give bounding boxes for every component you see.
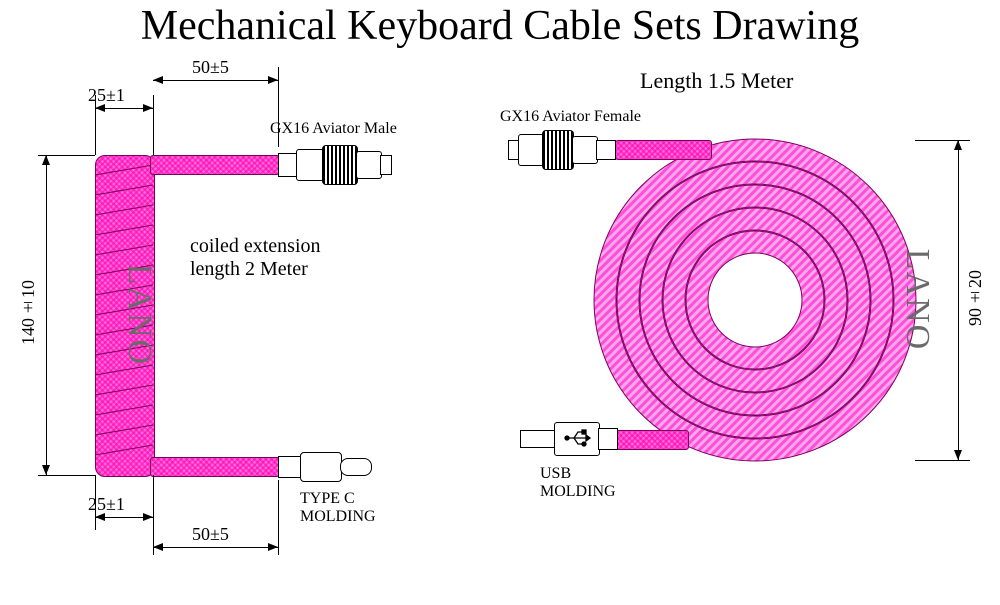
- dim-bottom-outer-label: 50±5: [192, 524, 229, 545]
- arrow-icon: [268, 543, 278, 551]
- ext-line: [38, 475, 95, 476]
- right-bottom-cable: [615, 430, 689, 450]
- arrow-icon: [268, 76, 278, 84]
- dim-height-label: 140±10: [18, 280, 39, 345]
- gx16-male-connector: [278, 145, 398, 183]
- gx16-male-label: GX16 Aviator Male: [270, 120, 397, 138]
- coil-ridges: LANO: [95, 155, 153, 475]
- arrow-icon: [143, 104, 153, 112]
- arrow-icon: [954, 450, 962, 460]
- arrow-icon: [954, 140, 962, 150]
- dim-top-inner-label: 25±1: [88, 85, 125, 106]
- coiled-extension-note: coiled extension length 2 Meter: [190, 235, 321, 281]
- typec-label: TYPE C MOLDING: [300, 490, 376, 526]
- usb-label: USB MOLDING: [540, 465, 616, 501]
- dim-bottom-inner-label: 25±1: [88, 494, 125, 515]
- svg-text:LANO: LANO: [899, 249, 936, 351]
- arrow-icon: [153, 76, 163, 84]
- arrow-icon: [42, 155, 50, 165]
- length-label: Length 1.5 Meter: [640, 68, 793, 94]
- ext-line: [278, 480, 279, 555]
- gx16-female-label: GX16 Aviator Female: [500, 108, 641, 126]
- page-title: Mechanical Keyboard Cable Sets Drawing: [0, 2, 1000, 50]
- bottom-cable: [150, 457, 280, 477]
- top-cable: [150, 155, 280, 175]
- typec-connector: [278, 452, 376, 480]
- gx16-female-connector: [508, 130, 616, 168]
- dim-height: [46, 155, 47, 475]
- dim-coil-diameter-label: 90±20: [965, 270, 986, 326]
- arrow-icon: [42, 465, 50, 475]
- ext-line: [278, 67, 279, 147]
- arrow-icon: [143, 513, 153, 521]
- ext-line: [153, 95, 154, 155]
- dim-top-outer: [153, 80, 278, 81]
- spiral-cable: LANO: [555, 100, 975, 520]
- dim-bottom-outer: [153, 547, 278, 548]
- right-top-cable: [615, 140, 712, 160]
- ext-line: [915, 460, 970, 461]
- dim-coil-diameter: [958, 140, 959, 460]
- usb-a-connector: [520, 420, 618, 456]
- svg-text:LANO: LANO: [121, 264, 158, 366]
- dim-top-outer-label: 50±5: [192, 57, 229, 78]
- arrow-icon: [153, 543, 163, 551]
